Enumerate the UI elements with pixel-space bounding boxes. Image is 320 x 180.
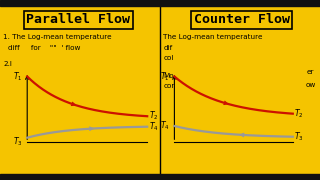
- Text: ow: ow: [305, 82, 316, 88]
- Bar: [0, 174, 320, 180]
- Text: col: col: [163, 55, 173, 62]
- Text: Counter Flow: Counter Flow: [194, 13, 290, 26]
- Text: $T_2$: $T_2$: [149, 110, 158, 122]
- Text: $T_1$: $T_1$: [13, 70, 22, 83]
- Text: $T_3$: $T_3$: [13, 135, 22, 148]
- Text: dif: dif: [163, 45, 172, 51]
- Text: $T_2$: $T_2$: [294, 107, 304, 120]
- Text: 1. The Log-mean temperature: 1. The Log-mean temperature: [3, 34, 112, 40]
- Text: 2.l: 2.l: [3, 61, 12, 67]
- Text: diff     for    ""  ' flow: diff for "" ' flow: [8, 45, 80, 51]
- Text: $T_4$: $T_4$: [149, 120, 158, 133]
- Bar: [0, 0, 320, 6]
- Text: er: er: [307, 69, 314, 75]
- Text: The Log-mean temperature: The Log-mean temperature: [163, 34, 263, 40]
- Text: $T_3$: $T_3$: [294, 130, 304, 143]
- Text: $T_4$: $T_4$: [160, 120, 170, 132]
- Text: Mo: Mo: [163, 73, 174, 79]
- Text: cor: cor: [163, 83, 175, 89]
- Text: Parallel Flow: Parallel Flow: [27, 13, 131, 26]
- Text: $T_1$: $T_1$: [160, 70, 170, 83]
